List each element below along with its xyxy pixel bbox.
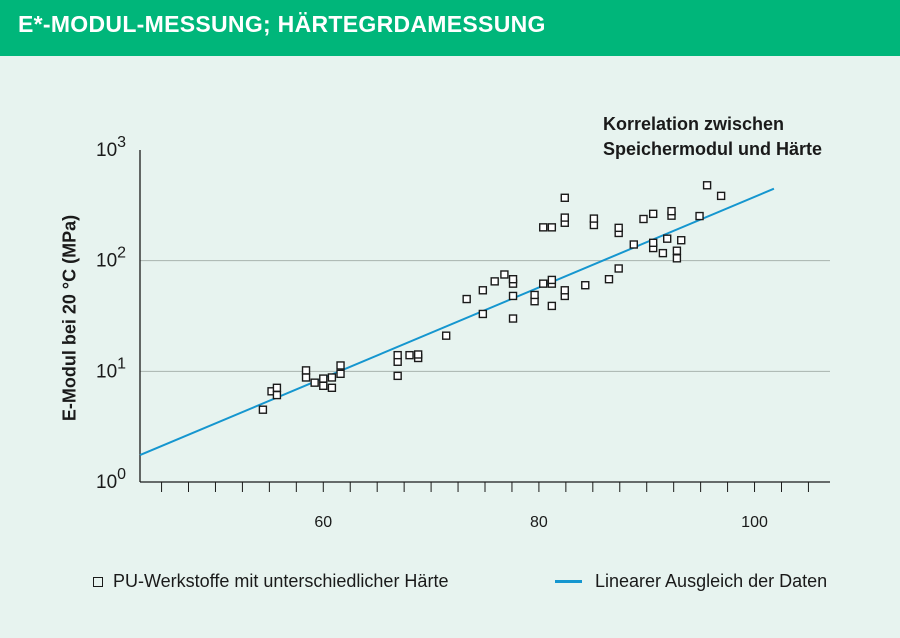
data-point: [301, 366, 311, 375]
data-point: [581, 281, 590, 290]
data-point: [648, 238, 658, 248]
data-point: [539, 279, 548, 288]
data-point: [716, 191, 726, 201]
header-bar: E*-MODUL-MESSUNG; HÄRTEGRDAMESSUNG: [0, 0, 900, 56]
data-point: [648, 209, 658, 219]
data-point: [319, 374, 328, 383]
y-tick-label-1: 101: [96, 355, 126, 382]
data-point: [667, 206, 676, 216]
legend-square-marker-icon: [93, 576, 103, 587]
data-point: [604, 275, 614, 284]
data-point: [695, 211, 704, 221]
fit-line: [139, 187, 775, 457]
data-point: [508, 275, 518, 284]
chart-title: Korrelation zwischen Speichermodul und H…: [603, 112, 822, 162]
data-point: [310, 378, 319, 387]
x-tick-label-60: 60: [314, 514, 332, 531]
chart-title-line-1: Korrelation zwischen: [603, 114, 785, 134]
data-point: [441, 331, 451, 340]
data-point: [560, 193, 569, 202]
data-point: [560, 213, 569, 222]
data-point: [547, 301, 557, 311]
data-point: [663, 234, 672, 243]
data-point: [560, 286, 569, 295]
legend-item-fit: Linearer Ausgleich der Daten: [555, 571, 827, 592]
data-point: [702, 181, 712, 190]
data-point: [478, 286, 488, 295]
data-point: [639, 214, 648, 224]
legend-line-marker-icon: [555, 580, 582, 583]
data-point: [539, 223, 548, 232]
y-tick-label-3: 103: [96, 134, 126, 161]
x-tick-label-100: 100: [741, 514, 768, 531]
data-point: [336, 361, 345, 370]
data-point: [672, 246, 682, 255]
data-point: [258, 405, 268, 414]
data-point: [413, 350, 423, 359]
y-tick-label-0: 100: [96, 466, 126, 493]
data-point: [272, 383, 282, 392]
data-point: [677, 236, 686, 245]
data-point: [547, 223, 557, 232]
legend-label-scatter: PU-Werkstoffe mit unterschiedlicher Härt…: [113, 571, 449, 591]
data-point: [658, 248, 668, 258]
data-point: [478, 309, 488, 319]
data-point: [301, 373, 311, 382]
data-point: [327, 383, 337, 392]
data-point: [629, 240, 638, 249]
data-point: [500, 270, 509, 279]
data-point: [336, 369, 345, 378]
data-point: [393, 371, 402, 381]
data-point: [405, 350, 414, 360]
data-point: [547, 275, 557, 285]
data-point: [393, 350, 402, 360]
y-tick-label-2: 102: [96, 245, 126, 272]
page-title: E*-MODUL-MESSUNG; HÄRTEGRDAMESSUNG: [18, 11, 546, 37]
data-point: [508, 314, 518, 323]
data-point: [508, 291, 518, 301]
data-point: [490, 277, 499, 286]
data-point: [272, 390, 282, 400]
x-tick-label-80: 80: [530, 514, 548, 531]
data-point: [589, 214, 599, 223]
data-point: [319, 381, 328, 391]
data-point: [530, 290, 539, 300]
data-point: [614, 264, 623, 273]
chart-title-line-2: Speichermodul und Härte: [603, 139, 823, 159]
data-point: [614, 223, 623, 233]
legend-item-scatter: PU-Werkstoffe mit unterschiedlicher Härt…: [93, 571, 448, 592]
data-point: [462, 294, 471, 304]
data-point: [672, 254, 682, 263]
data-point: [327, 373, 337, 382]
legend-label-fit: Linearer Ausgleich der Daten: [595, 571, 828, 591]
